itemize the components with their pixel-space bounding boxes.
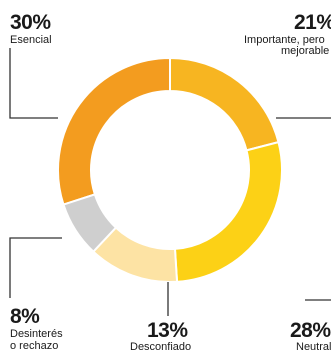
label-desconfiado-percent: 13% [147, 319, 188, 342]
leader-esencial [9, 48, 58, 119]
label-desinteres-percent: 8% [10, 305, 40, 328]
label-neutral-text: Neutral [296, 341, 331, 351]
label-importante-percent: 21% [294, 11, 331, 34]
leader-desinteres [9, 237, 62, 298]
slice-importante [169, 56, 280, 152]
label-importante-line1: Importante, pero [244, 34, 325, 46]
label-esencial-percent: 30% [10, 11, 51, 34]
label-desinteres-line2: o rechazo [10, 340, 59, 351]
label-importante-line2: mejorable [281, 45, 330, 57]
label-desinteres-line1: Desinterés [10, 328, 63, 340]
label-esencial-text: Esencial [10, 34, 52, 46]
slice-esencial [57, 56, 171, 206]
slice-neutral [173, 140, 283, 283]
label-desconfiado-text: Desconfiado [130, 341, 192, 351]
label-neutral-percent: 28% [290, 319, 331, 342]
slice-desinteres [62, 193, 118, 254]
